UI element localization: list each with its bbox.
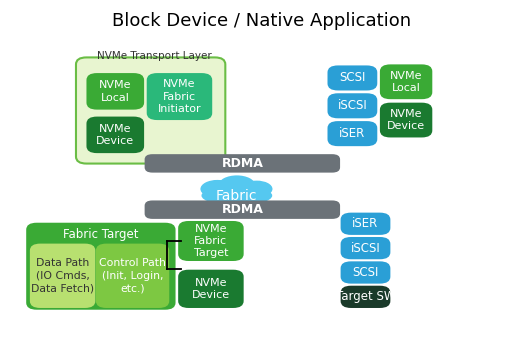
Text: Data Path
(IO Cmds,
Data Fetch): Data Path (IO Cmds, Data Fetch) — [31, 258, 94, 293]
Ellipse shape — [200, 180, 234, 198]
Text: NVMe
Device: NVMe Device — [387, 109, 425, 131]
Ellipse shape — [219, 175, 255, 195]
Text: SCSI: SCSI — [339, 71, 366, 85]
Ellipse shape — [241, 181, 272, 197]
Text: NVMe
Fabric
Target: NVMe Fabric Target — [194, 224, 228, 258]
FancyBboxPatch shape — [96, 244, 169, 308]
Text: NVMe
Local: NVMe Local — [390, 71, 422, 93]
Text: Control Path
(Init, Login,
etc.): Control Path (Init, Login, etc.) — [99, 258, 166, 293]
Text: NVMe
Fabric Target: NVMe Fabric Target — [63, 212, 138, 242]
Text: RDMA: RDMA — [222, 203, 263, 216]
Text: iSER: iSER — [352, 217, 379, 230]
FancyBboxPatch shape — [380, 64, 432, 99]
FancyBboxPatch shape — [86, 73, 144, 110]
FancyBboxPatch shape — [380, 103, 432, 137]
FancyBboxPatch shape — [178, 270, 244, 308]
Text: NVMe
Device: NVMe Device — [96, 124, 134, 146]
Text: SCSI: SCSI — [352, 266, 379, 279]
FancyBboxPatch shape — [328, 121, 377, 146]
FancyBboxPatch shape — [341, 286, 390, 308]
Text: Target SW: Target SW — [336, 290, 395, 303]
FancyBboxPatch shape — [178, 221, 244, 261]
Text: iSCSI: iSCSI — [351, 242, 380, 255]
Text: NVMe Transport Layer: NVMe Transport Layer — [97, 50, 212, 61]
FancyBboxPatch shape — [341, 237, 390, 259]
FancyBboxPatch shape — [147, 73, 212, 120]
Text: NVMe
Device: NVMe Device — [192, 278, 230, 300]
FancyBboxPatch shape — [86, 117, 144, 153]
FancyBboxPatch shape — [328, 93, 377, 118]
Text: iSER: iSER — [339, 127, 366, 140]
Text: Fabric: Fabric — [216, 189, 258, 203]
FancyBboxPatch shape — [341, 261, 390, 284]
Text: NVMe
Local: NVMe Local — [99, 80, 132, 103]
Ellipse shape — [201, 185, 272, 206]
Text: Block Device / Native Application: Block Device / Native Application — [113, 12, 411, 30]
FancyBboxPatch shape — [76, 57, 225, 164]
FancyBboxPatch shape — [145, 154, 340, 173]
FancyBboxPatch shape — [341, 213, 390, 235]
Text: RDMA: RDMA — [222, 157, 263, 170]
FancyBboxPatch shape — [328, 65, 377, 90]
FancyBboxPatch shape — [30, 244, 95, 308]
FancyBboxPatch shape — [26, 223, 176, 310]
Text: iSCSI: iSCSI — [337, 99, 367, 112]
Text: NVMe
Fabric
Initiator: NVMe Fabric Initiator — [158, 79, 201, 114]
FancyBboxPatch shape — [145, 200, 340, 219]
